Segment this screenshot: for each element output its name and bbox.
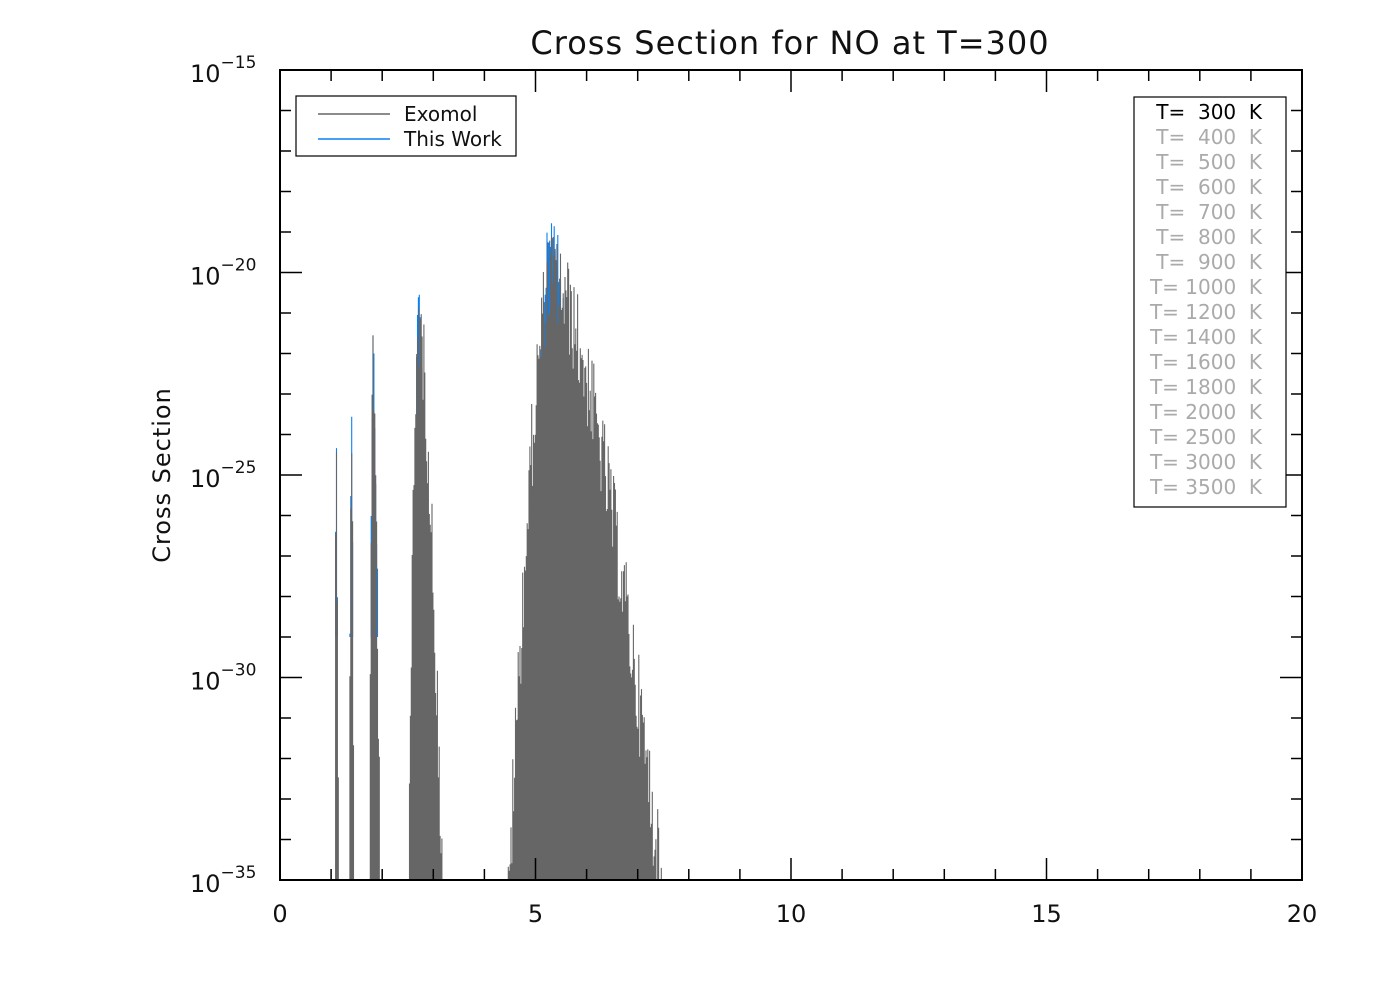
x-tick-label: 15 xyxy=(1031,900,1062,928)
temperature-legend-entry: T= 2500 K xyxy=(1149,425,1263,449)
exomol-band-5-lines xyxy=(507,236,662,880)
exomol-band-2 xyxy=(349,453,355,880)
exomol-band-2-lines xyxy=(349,453,355,880)
temperature-legend-entry: T= 900 K xyxy=(1155,250,1263,274)
temperature-legend-entry: T= 1200 K xyxy=(1149,300,1263,324)
exomol-band-4-lines xyxy=(408,308,443,880)
temperature-legend-entry: T= 1000 K xyxy=(1149,275,1263,299)
temperature-legend-entry: T= 400 K xyxy=(1155,125,1263,149)
axes: 0 5 10 15 20 10−15 10−20 10−25 10−30 10−35 xyxy=(190,53,1317,928)
temperature-legend-entry: T= 300 K xyxy=(1155,100,1263,124)
temperature-legend-entry: T= 700 K xyxy=(1155,200,1263,224)
x-tick-label: 10 xyxy=(776,900,807,928)
legend-label-1: Exomol xyxy=(404,102,477,126)
temperature-legend-entry: T= 3500 K xyxy=(1149,475,1263,499)
exomol-band-1-lines xyxy=(335,452,339,880)
temperature-legend-entry: T= 600 K xyxy=(1155,175,1263,199)
y-tick-label: 10−25 xyxy=(190,458,256,493)
exomol-band-4 xyxy=(408,308,443,880)
y-tick-label: 10−30 xyxy=(190,661,256,696)
y-tick-label: 10−15 xyxy=(190,53,256,88)
temperature-legend-entry: T= 800 K xyxy=(1155,225,1263,249)
x-tick-label: 20 xyxy=(1287,900,1318,928)
y-tick-label: 10−35 xyxy=(190,863,256,898)
temperature-legend: T= 300 KT= 400 KT= 500 KT= 600 KT= 700 K… xyxy=(1133,96,1287,508)
legend-label-2: This Work xyxy=(403,127,502,151)
exomol-band-3 xyxy=(369,335,380,880)
exomol-band-1 xyxy=(335,452,339,880)
exomol-band-3-lines xyxy=(369,335,380,880)
plot-area xyxy=(335,223,662,880)
temperature-legend-entry: T= 500 K xyxy=(1155,150,1263,174)
temperature-legend-entry: T= 1400 K xyxy=(1149,325,1263,349)
x-tick-label: 0 xyxy=(272,900,287,928)
chart-title: Cross Section for NO at T=300 xyxy=(530,24,1049,62)
x-tick-label: 5 xyxy=(528,900,543,928)
exomol-band-5 xyxy=(507,236,662,880)
y-tick-label: 10−20 xyxy=(190,256,256,291)
temperature-legend-entry: T= 2000 K xyxy=(1149,400,1263,424)
temperature-legend-entry: T= 3000 K xyxy=(1149,450,1263,474)
temperature-legend-entry: T= 1800 K xyxy=(1149,375,1263,399)
temperature-legend-entry: T= 1600 K xyxy=(1149,350,1263,374)
y-axis-label: Cross Section xyxy=(148,387,176,563)
series-legend-box xyxy=(295,95,517,157)
temperature-legend-box xyxy=(1133,96,1287,508)
